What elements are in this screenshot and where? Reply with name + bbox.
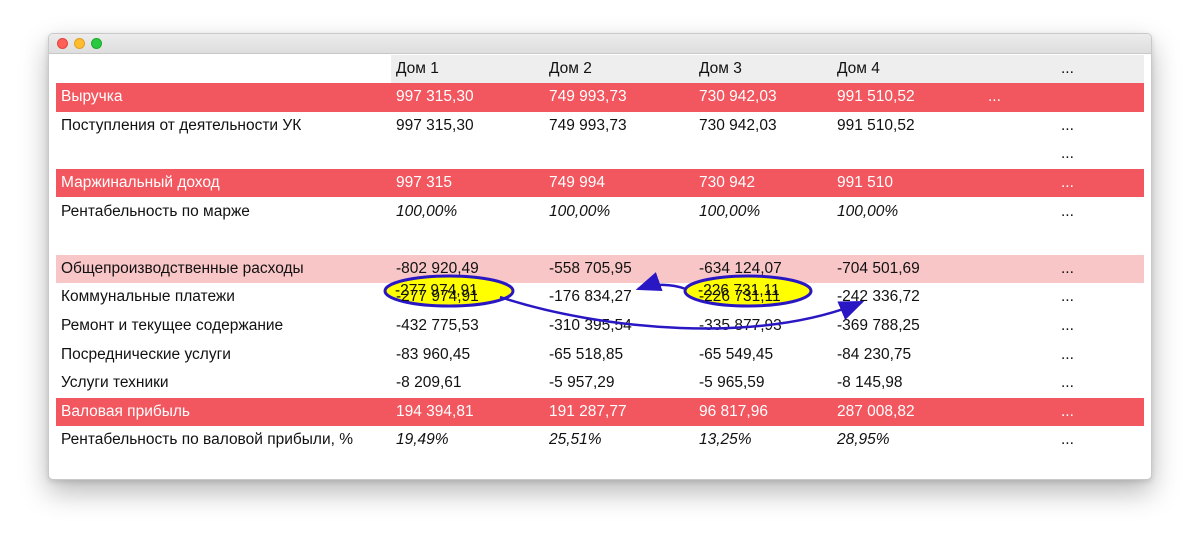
- table-row-gross-profitability: Рентабельность по валовой прибыли, % 19,…: [56, 426, 1144, 455]
- column-header-house-1: Дом 1: [396, 60, 439, 77]
- column-header-house-2: Дом 2: [549, 60, 592, 77]
- cell-value: -310 395,54: [549, 317, 632, 335]
- cell-value: -634 124,07: [699, 259, 782, 277]
- row-label: Общепроизводственные расходы: [61, 259, 304, 277]
- cell-value: 730 942,03: [699, 88, 777, 106]
- cell-value: 997 315,30: [396, 116, 474, 134]
- row-label: Посреднические услуги: [61, 345, 231, 363]
- cell-ellipsis: ...: [1061, 431, 1074, 449]
- cell-value: 730 942,03: [699, 116, 777, 134]
- cell-value-highlighted: -277 974,91: [396, 288, 479, 306]
- cell-ellipsis: ...: [1061, 259, 1074, 277]
- cell-value: -5 965,59: [699, 374, 765, 392]
- cell-value: 997 315: [396, 174, 453, 192]
- table-row-uk-income: Поступления от деятельности УК 997 315,3…: [56, 112, 1144, 141]
- cell-value: -65 549,45: [699, 345, 774, 363]
- cell-value: -8 209,61: [396, 374, 462, 392]
- table-row-equipment: Услуги техники -8 209,61 -5 957,29 -5 96…: [56, 369, 1144, 398]
- cell-value: 749 994: [549, 174, 606, 192]
- cell-value: 191 287,77: [549, 402, 627, 420]
- cell-value: 25,51%: [549, 431, 602, 449]
- table-row-gross-profit: Валовая прибыль 194 394,81 191 287,77 96…: [56, 397, 1144, 427]
- table-row-intermediary: Посреднические услуги -83 960,45 -65 518…: [56, 340, 1144, 369]
- cell-value: 749 993,73: [549, 116, 627, 134]
- maximize-window-button[interactable]: [91, 38, 102, 49]
- cell-value: -83 960,45: [396, 345, 471, 363]
- cell-ellipsis: ...: [1061, 202, 1074, 220]
- cell-value: -242 336,72: [837, 288, 920, 306]
- cell-value: -369 788,25: [837, 317, 920, 335]
- cell-value: 28,95%: [837, 431, 890, 449]
- cell-value: 194 394,81: [396, 402, 474, 420]
- column-header-house-4: Дом 4: [837, 60, 880, 77]
- cell-value: 100,00%: [699, 202, 761, 220]
- row-label: Коммунальные платежи: [61, 288, 235, 306]
- table-row-revenue: Выручка 997 315,30 749 993,73 730 942,03…: [56, 83, 1144, 112]
- cell-ellipsis: ...: [1061, 317, 1074, 335]
- row-label: Маржинальный доход: [61, 174, 220, 192]
- cell-value: -5 957,29: [549, 374, 615, 392]
- cell-value: -65 518,85: [549, 345, 624, 363]
- cell-value: 100,00%: [549, 202, 611, 220]
- row-label: Валовая прибыль: [61, 402, 190, 420]
- cell-ellipsis: ...: [1061, 345, 1074, 363]
- cell-value: 100,00%: [837, 202, 899, 220]
- cell-value: -8 145,98: [837, 374, 903, 392]
- cell-value: 749 993,73: [549, 88, 627, 106]
- cell-value: 13,25%: [699, 431, 752, 449]
- table-row-overhead-expenses: Общепроизводственные расходы -802 920,49…: [56, 254, 1144, 284]
- cell-ellipsis: ...: [1061, 145, 1074, 163]
- row-label: Поступления от деятельности УК: [61, 116, 302, 134]
- header-background: [391, 55, 1144, 83]
- table-header-row: Дом 1 Дом 2 Дом 3 Дом 4 ...: [56, 55, 1144, 83]
- table-row-empty: ...: [56, 140, 1144, 169]
- cell-ellipsis: ...: [988, 88, 1001, 106]
- cell-ellipsis: ...: [1061, 402, 1074, 420]
- cell-value: -802 920,49: [396, 259, 479, 277]
- column-header-more: ...: [1061, 60, 1074, 77]
- app-window: Дом 1 Дом 2 Дом 3 Дом 4 ... Выручка 997 …: [48, 33, 1152, 480]
- row-label: Рентабельность по валовой прибыли, %: [61, 431, 353, 449]
- cell-value: 287 008,82: [837, 402, 915, 420]
- cell-value: -558 705,95: [549, 259, 632, 277]
- cell-value: 19,49%: [396, 431, 449, 449]
- cell-value: 100,00%: [396, 202, 458, 220]
- cell-value: 96 817,96: [699, 402, 768, 420]
- cell-value: -335 877,93: [699, 317, 782, 335]
- table-row-margin-profitability: Рентабельность по марже 100,00% 100,00% …: [56, 197, 1144, 226]
- cell-value: -84 230,75: [837, 345, 912, 363]
- financial-table: Дом 1 Дом 2 Дом 3 Дом 4 ... Выручка 997 …: [56, 55, 1144, 455]
- cell-ellipsis: ...: [1061, 288, 1074, 306]
- cell-value: 997 315,30: [396, 88, 474, 106]
- title-bar: [49, 34, 1151, 54]
- cell-value: -432 775,53: [396, 317, 479, 335]
- cell-ellipsis: ...: [1061, 374, 1074, 392]
- minimize-window-button[interactable]: [74, 38, 85, 49]
- table-row-utilities: Коммунальные платежи -277 974,91 -176 83…: [56, 283, 1144, 312]
- row-label: Рентабельность по марже: [61, 202, 250, 220]
- cell-value-highlighted: -226 731,11: [699, 288, 781, 306]
- table-row-empty: [56, 226, 1144, 255]
- row-label: Ремонт и текущее содержание: [61, 317, 284, 335]
- cell-value: 730 942: [699, 174, 756, 192]
- cell-value: 991 510: [837, 174, 894, 192]
- cell-ellipsis: ...: [1061, 174, 1074, 192]
- cell-ellipsis: ...: [1061, 116, 1074, 134]
- column-header-house-3: Дом 3: [699, 60, 742, 77]
- close-window-button[interactable]: [57, 38, 68, 49]
- cell-value: 991 510,52: [837, 116, 915, 134]
- row-label: Выручка: [61, 88, 123, 106]
- table-row-margin-income: Маржинальный доход 997 315 749 994 730 9…: [56, 168, 1144, 198]
- cell-value: 991 510,52: [837, 88, 915, 106]
- table-row-repair: Ремонт и текущее содержание -432 775,53 …: [56, 312, 1144, 341]
- row-label: Услуги техники: [61, 374, 169, 392]
- cell-value: -176 834,27: [549, 288, 632, 306]
- cell-value: -704 501,69: [837, 259, 920, 277]
